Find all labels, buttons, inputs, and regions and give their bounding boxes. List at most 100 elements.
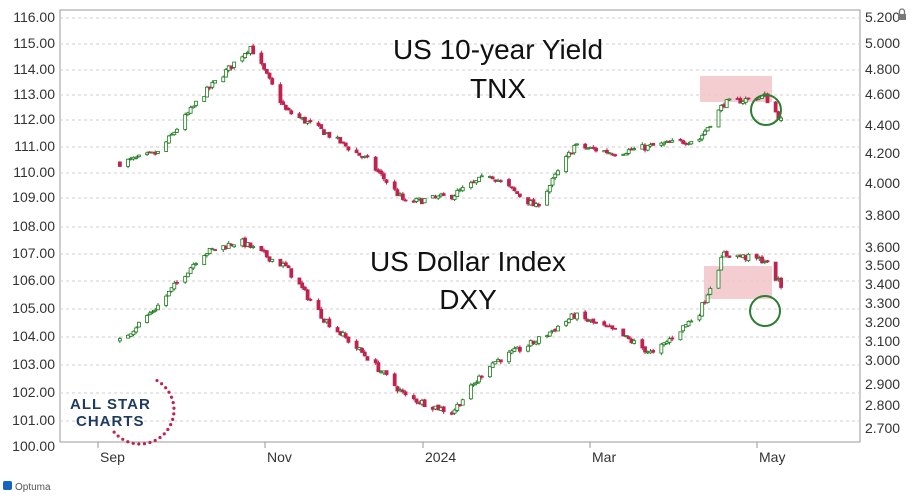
tnx-candle bbox=[338, 136, 343, 144]
all-star-charts-logo: ALL STAR CHARTS bbox=[70, 378, 176, 446]
right-tick-label: 3.400 bbox=[865, 276, 900, 292]
tnx-candle bbox=[289, 109, 294, 116]
tnx-candle bbox=[632, 146, 637, 151]
tnx-candle bbox=[681, 139, 686, 145]
tnx-candle bbox=[134, 155, 139, 160]
dxy-candle bbox=[164, 294, 169, 308]
x-tick-label: Sep bbox=[100, 449, 125, 465]
tnx-candle bbox=[137, 154, 141, 158]
dxy-candle bbox=[175, 280, 179, 285]
dxy-candle bbox=[191, 262, 196, 270]
dxy-highlight-box bbox=[704, 266, 772, 299]
dxy-candle bbox=[137, 321, 141, 328]
tnx-candle bbox=[286, 107, 291, 111]
logo-star-dot bbox=[142, 442, 147, 446]
dxy-candle bbox=[591, 318, 596, 325]
tnx-candle bbox=[224, 67, 228, 78]
right-tick-label: 4.400 bbox=[865, 117, 900, 133]
dxy-candle bbox=[455, 402, 460, 413]
dxy-candle bbox=[232, 244, 237, 248]
dxy-candle bbox=[719, 255, 724, 271]
dxy-candle bbox=[468, 383, 473, 401]
dxy-candle bbox=[779, 276, 783, 290]
tnx-candle bbox=[243, 53, 247, 59]
tnx-candle bbox=[724, 99, 729, 109]
dxy-candle bbox=[537, 336, 541, 346]
left-tick-label: 116.00 bbox=[13, 9, 55, 25]
right-tick-label: 3.800 bbox=[865, 207, 900, 223]
tnx-candle bbox=[400, 191, 405, 201]
dxy-candle bbox=[490, 361, 495, 368]
left-tick-label: 106.00 bbox=[12, 272, 55, 288]
dxy-candle bbox=[264, 249, 269, 259]
right-tick-label: 4.800 bbox=[865, 61, 900, 77]
logo-star-dot bbox=[164, 386, 168, 390]
tnx-candle bbox=[727, 98, 732, 101]
dxy-candle bbox=[643, 346, 647, 354]
dxy-candle bbox=[765, 259, 770, 263]
star-arc-icon bbox=[112, 378, 176, 446]
candles-layer bbox=[117, 43, 783, 416]
logo-star-dot bbox=[131, 441, 135, 445]
tnx-candle bbox=[531, 197, 536, 207]
right-tick-label: 4.000 bbox=[865, 175, 900, 191]
tnx-candle bbox=[221, 75, 226, 83]
tnx-candle bbox=[322, 129, 326, 136]
dxy-candle bbox=[727, 255, 732, 258]
tnx-subtitle: TNX bbox=[470, 73, 526, 104]
tnx-candle bbox=[719, 103, 724, 113]
left-tick-label: 113.00 bbox=[13, 86, 55, 102]
dxy-candle bbox=[678, 331, 683, 341]
dxy-candle bbox=[213, 249, 218, 251]
dxy-candle bbox=[411, 393, 416, 401]
dxy-candle bbox=[395, 385, 400, 394]
logo-star-dot bbox=[116, 434, 120, 438]
logo-star-dot bbox=[171, 401, 175, 405]
tnx-candle bbox=[183, 112, 188, 131]
left-tick-label: 109.00 bbox=[12, 189, 55, 205]
dxy-candle bbox=[286, 265, 291, 269]
dxy-candle bbox=[289, 268, 294, 279]
dxy-candle bbox=[117, 336, 122, 343]
right-tick-label: 3.500 bbox=[865, 257, 900, 273]
dxy-candle bbox=[708, 286, 713, 296]
tnx-candle bbox=[545, 189, 549, 206]
dxy-candle bbox=[131, 330, 136, 337]
dxy-candle bbox=[724, 250, 729, 258]
tnx-candle bbox=[422, 198, 427, 204]
tnx-candle bbox=[572, 143, 577, 155]
dxy-candle bbox=[403, 390, 408, 397]
tnx-candle bbox=[384, 179, 389, 185]
left-tick-label: 107.00 bbox=[12, 245, 55, 261]
tnx-candle bbox=[126, 158, 130, 169]
tnx-candle bbox=[702, 128, 707, 137]
dxy-candle bbox=[594, 321, 598, 324]
tnx-candle bbox=[537, 202, 541, 208]
tnx-candle bbox=[553, 172, 558, 180]
dxy-candle bbox=[575, 312, 579, 322]
dxy-candle bbox=[583, 309, 588, 322]
tnx-candle bbox=[773, 100, 778, 113]
gridlines bbox=[60, 17, 860, 422]
dxy-candle bbox=[183, 275, 188, 284]
tnx-candle bbox=[191, 105, 196, 109]
tnx-candle bbox=[205, 85, 209, 98]
dxy-candle bbox=[302, 285, 307, 292]
tnx-candle bbox=[605, 148, 609, 155]
dxy-candle bbox=[477, 374, 481, 384]
tnx-candle bbox=[566, 150, 571, 159]
logo-star-dot bbox=[158, 435, 162, 440]
dxy-candle bbox=[681, 325, 686, 333]
tnx-candle bbox=[278, 82, 283, 106]
dxy-candle bbox=[376, 360, 381, 373]
dxy-candle bbox=[441, 405, 446, 415]
logo-star-dot bbox=[171, 417, 175, 421]
dxy-subtitle: DXY bbox=[439, 284, 497, 315]
tnx-candle bbox=[188, 105, 193, 114]
dxy-candle bbox=[147, 310, 152, 316]
dxy-candle bbox=[705, 293, 710, 304]
dxy-candle bbox=[297, 277, 302, 285]
dxy-candle bbox=[452, 408, 457, 415]
dxy-candle bbox=[316, 298, 321, 311]
